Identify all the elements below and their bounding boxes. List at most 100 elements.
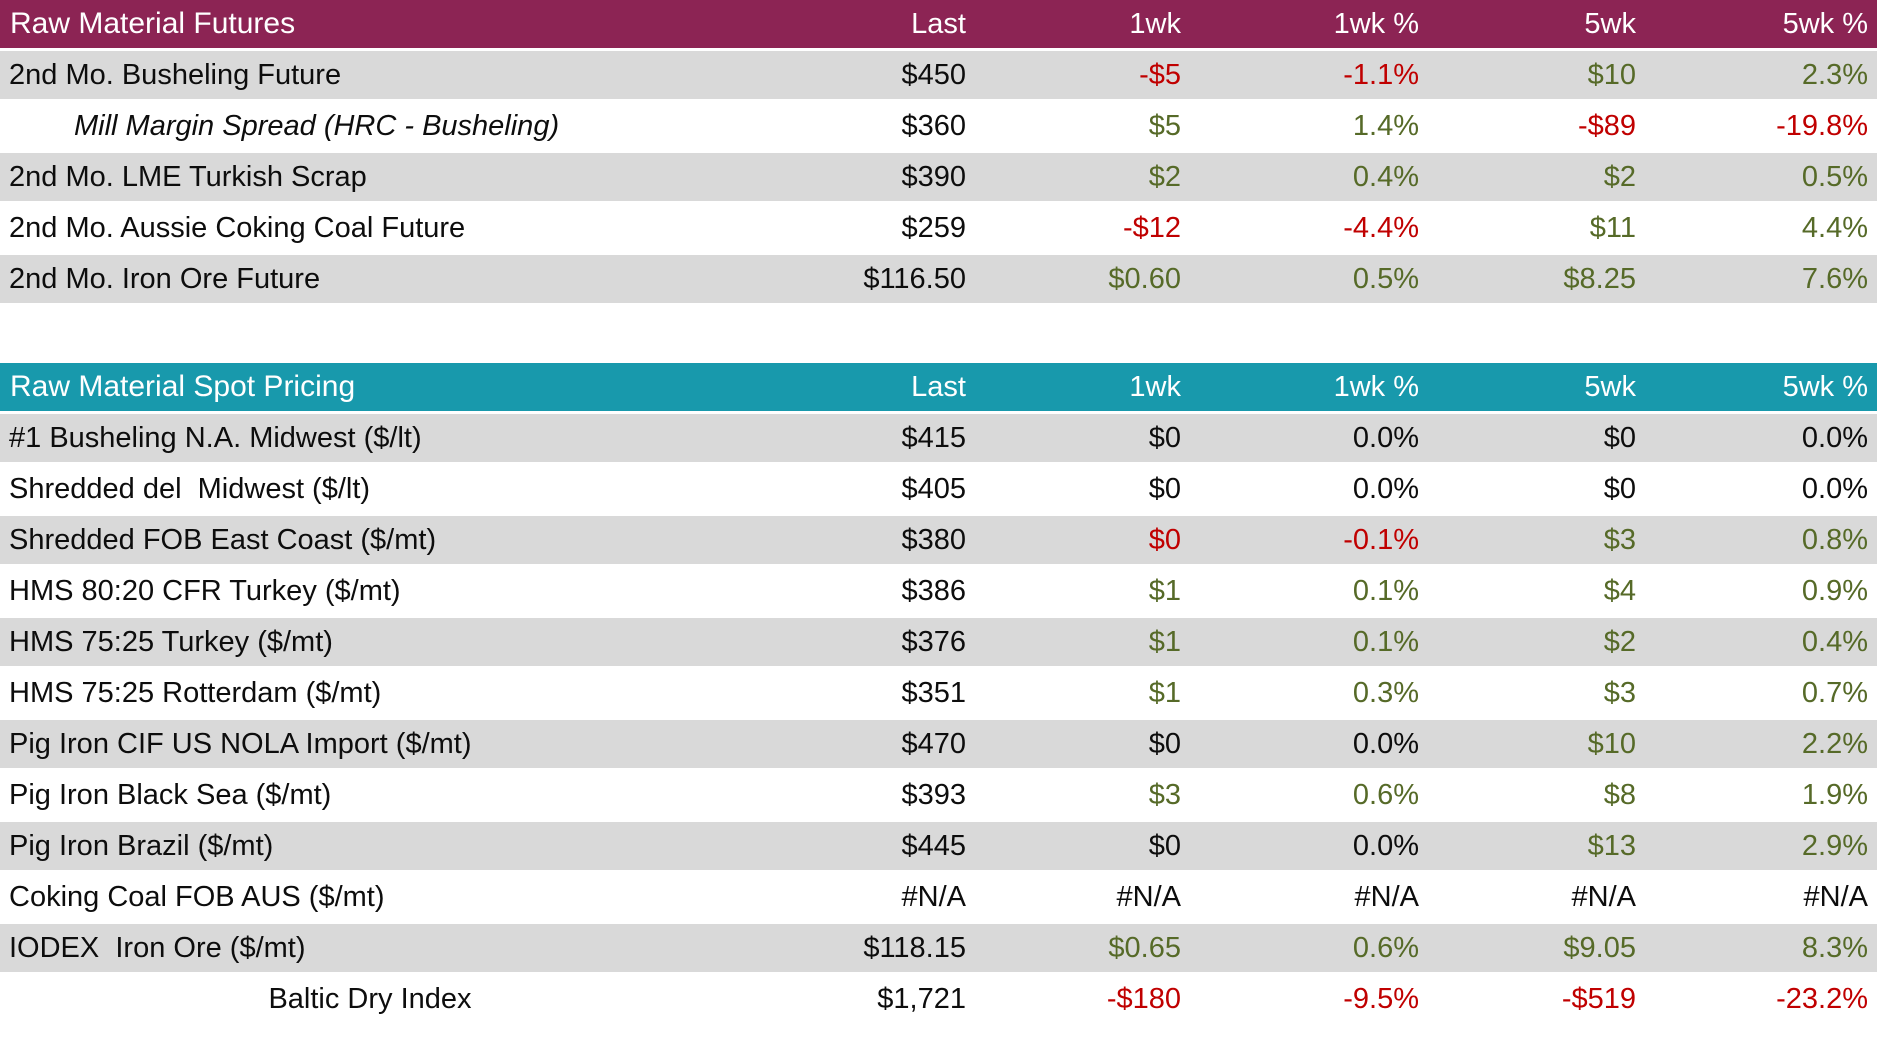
cell-5wk-pct: 0.9% xyxy=(1801,574,1868,607)
column-header-5wk-pct: 5wk % xyxy=(1782,370,1868,403)
cell-1wk-pct: -0.1% xyxy=(1343,523,1419,556)
cell-last: $386 xyxy=(901,574,966,607)
cell-5wk: $9.05 xyxy=(1563,931,1636,964)
table-row: Pig Iron CIF US NOLA Import ($/mt) $470 $0… xyxy=(0,720,1877,771)
cell-last: $360 xyxy=(901,109,966,142)
cell-5wk: $13 xyxy=(1587,829,1636,862)
row-label: Mill Margin Spread (HRC - Busheling) xyxy=(74,109,560,142)
cell-1wk-pct: 0.1% xyxy=(1352,574,1419,607)
cell-1wk: $5 xyxy=(1148,109,1181,142)
cell-1wk-pct: 0.4% xyxy=(1352,160,1419,193)
cell-5wk-pct: 8.3% xyxy=(1801,931,1868,964)
table-row: Pig Iron Black Sea ($/mt) $393 $3 0.6% $8 1.9… xyxy=(0,771,1877,822)
futures-table-title: Raw Material Futures xyxy=(10,7,296,40)
column-header-5wk: 5wk xyxy=(1584,7,1636,40)
row-label: Coking Coal FOB AUS ($/mt) xyxy=(9,880,385,913)
table-row: #1 Busheling N.A. Midwest ($/lt) $415 $0 0.… xyxy=(0,414,1877,465)
cell-last: $118.15 xyxy=(863,931,966,964)
cell-1wk-pct: 0.3% xyxy=(1352,676,1419,709)
cell-last: $351 xyxy=(901,676,966,709)
cell-5wk: -$519 xyxy=(1561,982,1636,1015)
cell-1wk: $1 xyxy=(1148,625,1181,658)
cell-1wk: $1 xyxy=(1148,676,1181,709)
cell-1wk: $1 xyxy=(1148,574,1181,607)
cell-1wk-pct: 0.0% xyxy=(1352,472,1419,505)
cell-1wk: $0 xyxy=(1148,523,1181,556)
cell-1wk: -$12 xyxy=(1122,211,1181,244)
cell-1wk-pct: 0.6% xyxy=(1352,931,1419,964)
cell-5wk: $2 xyxy=(1603,160,1636,193)
column-header-1wk-pct: 1wk % xyxy=(1333,370,1419,403)
table-row: Shredded FOB East Coast ($/mt) $380 $0 -0.1… xyxy=(0,516,1877,567)
table-row: HMS 75:25 Rotterdam ($/mt) $351 $1 0.3% $3 0.… xyxy=(0,669,1877,720)
row-label: Shredded del Midwest ($/lt) xyxy=(9,472,371,505)
table-row: Coking Coal FOB AUS ($/mt) #N/A #N/A #N/A #N… xyxy=(0,873,1877,924)
spot-table-header: Raw Material Spot Pricing Last 1wk 1wk % 5w… xyxy=(0,363,1877,414)
row-label: HMS 75:25 Rotterdam ($/mt) xyxy=(9,676,382,709)
cell-5wk-pct: 1.9% xyxy=(1801,778,1868,811)
spot-table-body: #1 Busheling N.A. Midwest ($/lt) $415 $0 0.… xyxy=(0,414,1877,1026)
row-label: Pig Iron CIF US NOLA Import ($/mt) xyxy=(9,727,472,760)
cell-last: $259 xyxy=(901,211,966,244)
cell-1wk: $3 xyxy=(1148,778,1181,811)
cell-5wk-pct: 2.9% xyxy=(1801,829,1868,862)
row-label: 2nd Mo. Busheling Future xyxy=(9,58,342,91)
table-row: Mill Margin Spread (HRC - Busheling) $360… xyxy=(0,102,1877,153)
cell-5wk: $0 xyxy=(1603,472,1636,505)
raw-material-futures-table: Raw Material Futures Last 1wk 1wk % 5wk 5wk … xyxy=(0,0,1877,306)
cell-5wk-pct: 2.3% xyxy=(1801,58,1868,91)
cell-5wk: $10 xyxy=(1587,58,1636,91)
row-label: 2nd Mo. LME Turkish Scrap xyxy=(9,160,367,193)
table-spacer xyxy=(0,306,1877,363)
row-label: IODEX Iron Ore ($/mt) xyxy=(9,931,306,964)
column-header-5wk-pct: 5wk % xyxy=(1782,7,1868,40)
row-label: HMS 75:25 Turkey ($/mt) xyxy=(9,625,333,658)
cell-5wk-pct: 2.2% xyxy=(1801,727,1868,760)
cell-last: $376 xyxy=(901,625,966,658)
cell-last: $415 xyxy=(901,421,966,454)
column-header-1wk: 1wk xyxy=(1129,370,1181,403)
cell-5wk-pct: 0.5% xyxy=(1801,160,1868,193)
cell-1wk: $0.65 xyxy=(1108,931,1181,964)
cell-1wk-pct: 0.6% xyxy=(1352,778,1419,811)
table-row: 2nd Mo. Busheling Future $450 -$5 -1.1% $10 2… xyxy=(0,51,1877,102)
row-label: #1 Busheling N.A. Midwest ($/lt) xyxy=(9,421,422,454)
cell-5wk: $3 xyxy=(1603,523,1636,556)
cell-1wk-pct: -4.4% xyxy=(1343,211,1419,244)
cell-1wk-pct: #N/A xyxy=(1354,880,1419,913)
cell-last: $450 xyxy=(901,58,966,91)
table-row: HMS 80:20 CFR Turkey ($/mt) $386 $1 0.1% $4 0… xyxy=(0,567,1877,618)
row-label: Pig Iron Brazil ($/mt) xyxy=(9,829,274,862)
cell-5wk-pct: #N/A xyxy=(1803,880,1868,913)
cell-5wk: $8 xyxy=(1603,778,1636,811)
cell-5wk-pct: 4.4% xyxy=(1801,211,1868,244)
cell-5wk-pct: 0.7% xyxy=(1801,676,1868,709)
futures-table-header: Raw Material Futures Last 1wk 1wk % 5wk 5wk … xyxy=(0,0,1877,51)
cell-1wk-pct: 0.0% xyxy=(1352,421,1419,454)
cell-5wk: #N/A xyxy=(1571,880,1636,913)
cell-5wk: $11 xyxy=(1589,211,1636,244)
table-row: 2nd Mo. Iron Ore Future $116.50 $0.60 0.5% $… xyxy=(0,255,1877,306)
table-row: 2nd Mo. LME Turkish Scrap $390 $2 0.4% $2 0.5… xyxy=(0,153,1877,204)
row-label: 2nd Mo. Iron Ore Future xyxy=(9,262,321,295)
cell-last: $116.50 xyxy=(863,262,966,295)
cell-5wk-pct: 0.0% xyxy=(1801,472,1868,505)
table-row: HMS 75:25 Turkey ($/mt) $376 $1 0.1% $2 0.4% xyxy=(0,618,1877,669)
cell-1wk: $0.60 xyxy=(1108,262,1181,295)
row-label: 2nd Mo. Aussie Coking Coal Future xyxy=(9,211,466,244)
spot-table-title: Raw Material Spot Pricing xyxy=(10,370,356,403)
cell-last: $470 xyxy=(901,727,966,760)
cell-5wk-pct: -23.2% xyxy=(1776,982,1868,1015)
cell-5wk-pct: -19.8% xyxy=(1776,109,1868,142)
cell-1wk: $0 xyxy=(1148,421,1181,454)
cell-5wk-pct: 0.4% xyxy=(1801,625,1868,658)
table-row: Baltic Dry Index $1,721 -$180 -9.5% -$519 -23… xyxy=(0,975,1877,1026)
raw-material-spot-pricing-table: Raw Material Spot Pricing Last 1wk 1wk % 5w… xyxy=(0,363,1877,1026)
cell-last: $405 xyxy=(901,472,966,505)
cell-5wk: $0 xyxy=(1603,421,1636,454)
cell-last: #N/A xyxy=(901,880,966,913)
cell-1wk: $2 xyxy=(1148,160,1181,193)
cell-1wk-pct: 0.0% xyxy=(1352,829,1419,862)
cell-1wk: $0 xyxy=(1148,472,1181,505)
cell-1wk: #N/A xyxy=(1116,880,1181,913)
